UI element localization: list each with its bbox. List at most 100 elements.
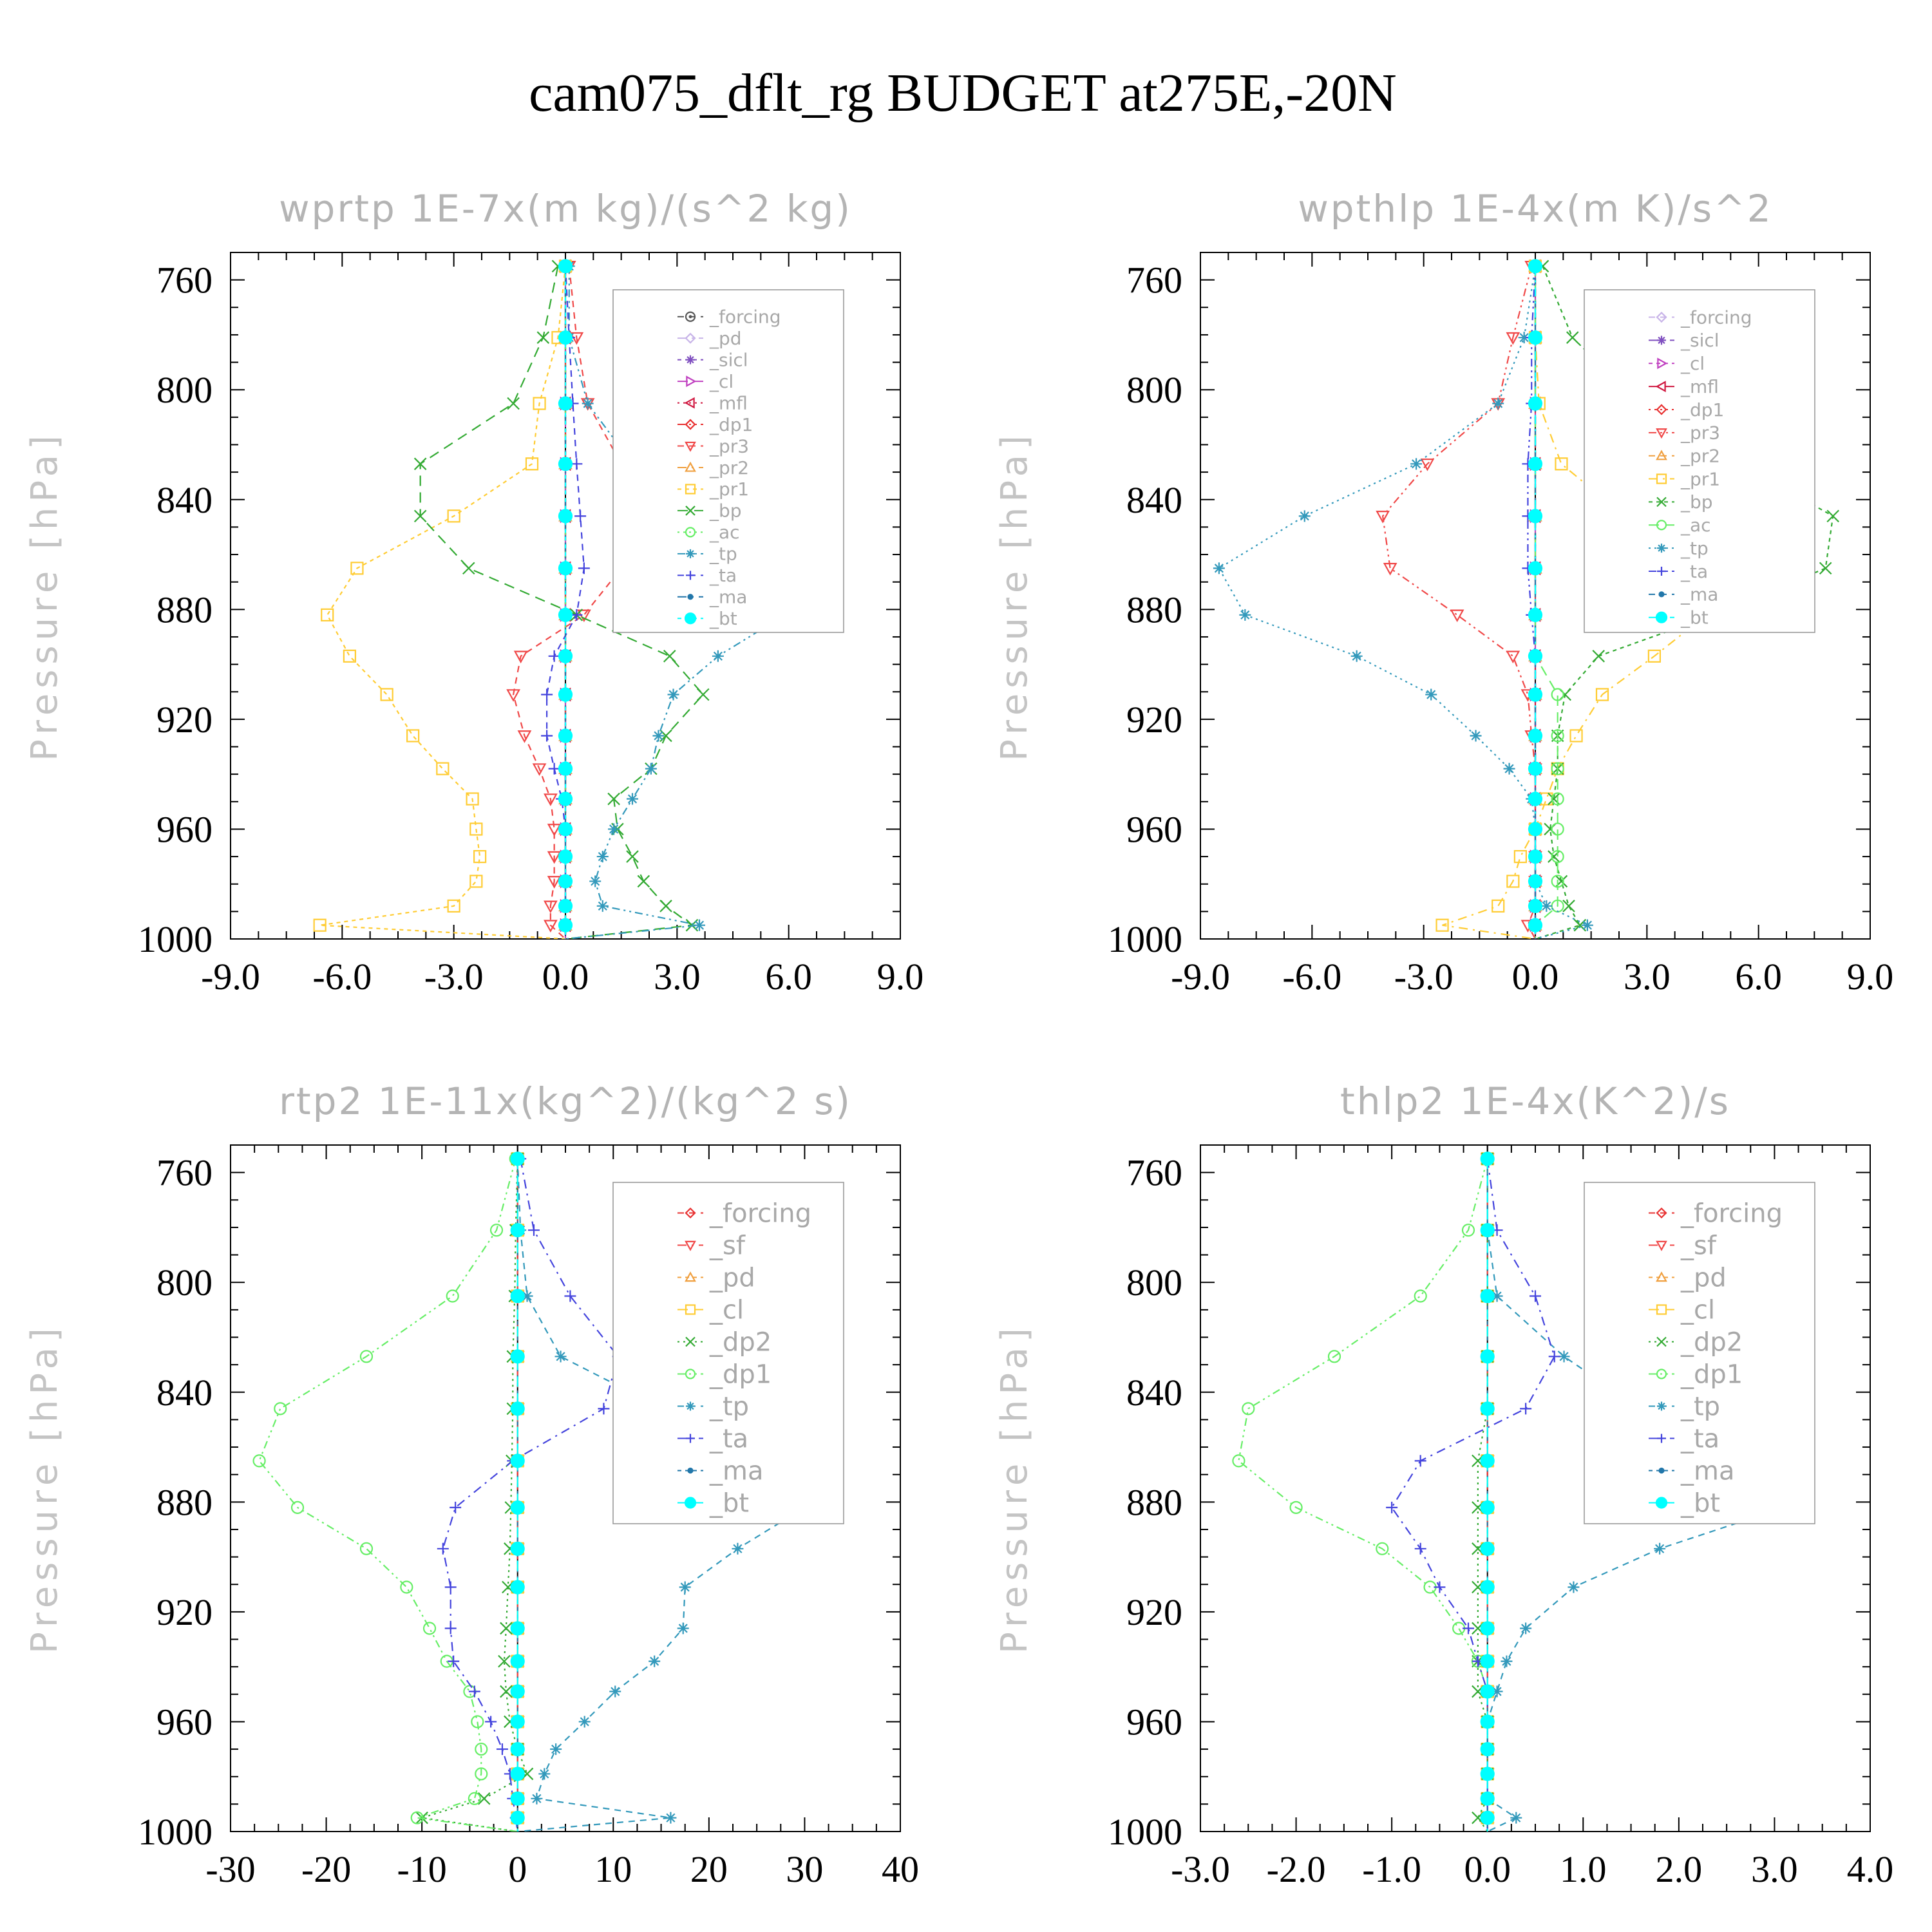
data-point-bt — [510, 1684, 525, 1699]
legend-box — [1584, 1182, 1815, 1524]
data-point-pr3 — [544, 900, 558, 914]
data-point-ta — [1414, 1542, 1426, 1555]
legend-marker — [1656, 1207, 1667, 1219]
data-point-bt — [1480, 1621, 1495, 1636]
data-point-pr1 — [533, 397, 546, 410]
data-point-ac — [1551, 729, 1564, 743]
x-tick-label: 3.0 — [654, 956, 701, 998]
data-point-bt — [1528, 898, 1543, 913]
data-point-bt — [1480, 1766, 1495, 1781]
data-point-dp1 — [422, 1622, 437, 1635]
legend-marker — [1656, 1368, 1667, 1379]
legend: _forcing_sf _pd _cl _dp2_dp1_tp _ta _ma _bt — [612, 1182, 844, 1524]
legend-item-bp: _bp — [1649, 491, 1713, 513]
data-point-bt — [510, 1401, 525, 1416]
legend-label: _bp — [709, 500, 742, 522]
data-point-tp — [596, 851, 609, 863]
data-point-bp — [413, 457, 427, 471]
data-point-bt — [1480, 1741, 1495, 1757]
data-point-pr3 — [544, 920, 558, 933]
legend-item-dp1: _dp1 — [677, 1360, 772, 1390]
legend-marker — [1657, 1401, 1666, 1411]
data-point-tp — [679, 1581, 691, 1593]
data-point-pr1 — [525, 457, 539, 471]
data-point-bt — [510, 1151, 525, 1166]
x-tick-label: 2.0 — [1656, 1848, 1703, 1890]
panel-wpthlp: wpthlp 1E-4x(m K)/s^2 Pressure [hPa] -9.0 -… — [994, 187, 1893, 998]
panel-rtp2: rtp2 1E-11x(kg^2)/(kg^2 s) Pressure [hPa]… — [24, 1079, 919, 1890]
legend-item-cl: _cl — [1649, 1296, 1715, 1325]
data-point-tp — [1491, 1290, 1503, 1302]
figure-title: cam075_dflt_rg BUDGET at275E,-20N — [529, 63, 1397, 123]
data-point-bt — [1480, 1151, 1495, 1166]
data-point-ta — [541, 688, 553, 701]
legend-item-bt: _bt — [677, 1489, 749, 1519]
legend-label: _pr2 — [1680, 445, 1720, 466]
data-point-bp — [607, 792, 620, 806]
legend-marker — [685, 1336, 696, 1347]
data-point-bt — [510, 1454, 525, 1468]
data-point-bt — [510, 1741, 525, 1757]
data-point-bt — [558, 761, 573, 776]
legend-item-cl: _cl — [1649, 353, 1705, 374]
data-point-bt — [1528, 607, 1543, 622]
data-point-ta — [485, 1716, 497, 1728]
legend-item-pd: _pd — [677, 328, 742, 349]
legend-item-bt: _bt — [1649, 1489, 1720, 1519]
legend-item-ma: _ma — [1649, 1457, 1734, 1486]
data-point-dp1 — [1376, 1542, 1389, 1555]
x-tick-label: -9.0 — [1171, 956, 1230, 998]
data-point-tp — [1491, 1685, 1503, 1698]
x-tick-label: -6.0 — [1282, 956, 1341, 998]
legend-item-ta: _ta — [677, 565, 737, 586]
data-point-tp — [1558, 1350, 1570, 1363]
series-bp — [413, 260, 710, 939]
data-point-bt — [510, 1791, 525, 1806]
data-point-bt — [510, 1349, 525, 1364]
data-point-bt — [1528, 761, 1543, 776]
legend-box — [1584, 289, 1815, 633]
legend-label: _sf — [1680, 1231, 1717, 1261]
data-point-ta — [450, 1501, 462, 1513]
data-point-bp — [1562, 900, 1575, 913]
legend-marker — [1657, 1434, 1666, 1443]
data-point-bp — [1826, 509, 1839, 523]
chart-panels: wprtp 1E-7x(m kg)/(s^2 kg) Pressure [hPa]… — [24, 187, 1893, 1890]
data-point-tp — [1520, 1622, 1532, 1634]
panel-title: wprtp 1E-7x(m kg)/(s^2 kg) — [279, 187, 852, 231]
legend-label: _ma — [709, 1457, 763, 1486]
data-point-tp — [665, 1812, 677, 1824]
data-point-bt — [1528, 822, 1543, 837]
data-point-bp — [536, 331, 550, 344]
data-point-tp — [1410, 458, 1423, 470]
panel-wprtp: wprtp 1E-7x(m kg)/(s^2 kg) Pressure [hPa]… — [24, 187, 923, 998]
x-tick-label: -30 — [205, 1848, 255, 1890]
series-group — [313, 259, 799, 939]
data-point-bt — [558, 874, 573, 889]
panel-title: wpthlp 1E-4x(m K)/s^2 — [1298, 187, 1772, 231]
legend-label: _ma — [1680, 584, 1718, 605]
data-point-tp — [582, 397, 594, 410]
data-point-ac — [1551, 762, 1564, 775]
legend-marker — [685, 1304, 696, 1315]
data-point-ta — [444, 1581, 457, 1593]
data-point-bt — [1480, 1791, 1495, 1806]
data-point-pr1 — [406, 729, 420, 743]
legend-item-ac: _ac — [677, 522, 740, 543]
data-point-bt — [1528, 791, 1543, 806]
data-point-ac — [1551, 822, 1564, 836]
data-point-bt — [1528, 918, 1543, 933]
legend-item-forcing: _forcing — [677, 307, 781, 328]
data-point-bt — [558, 898, 573, 913]
legend-label: _dp1 — [1680, 399, 1724, 421]
legend-item-forcing: _forcing — [1649, 307, 1752, 328]
data-point-bt — [558, 918, 573, 933]
legend-label: _forcing — [709, 1199, 811, 1229]
legend-item-dp2: _dp2 — [1649, 1328, 1743, 1358]
data-point-ta — [574, 510, 587, 522]
data-point-bt — [1480, 1654, 1495, 1669]
legend-item-pr2: _pr2 — [677, 457, 749, 478]
legend-marker — [1658, 1467, 1665, 1474]
data-point-bt — [1528, 561, 1543, 576]
data-point-tp — [609, 1685, 621, 1698]
